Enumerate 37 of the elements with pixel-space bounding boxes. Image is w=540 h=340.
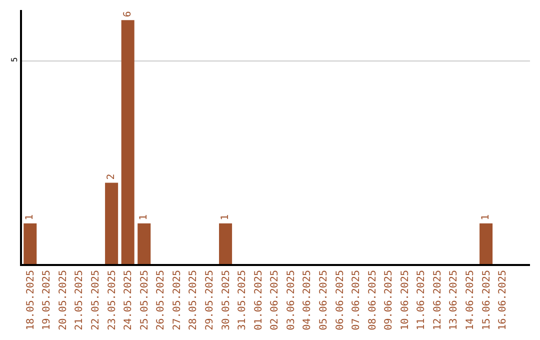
x-tick-label: 15.06.2025 bbox=[481, 270, 492, 330]
x-tick-label: 22.05.2025 bbox=[90, 270, 102, 330]
x-tick-label: 08.06.2025 bbox=[367, 270, 378, 330]
x-tick-label: 28.05.2025 bbox=[188, 270, 200, 330]
x-tick-label: 02.06.2025 bbox=[270, 270, 281, 330]
x-tick-label: 27.05.2025 bbox=[172, 270, 183, 330]
x-tick-label: 06.06.2025 bbox=[334, 270, 346, 330]
x-tick-label: 13.06.2025 bbox=[448, 270, 460, 330]
data-label: 2 bbox=[106, 174, 118, 180]
x-tick-label: 16.06.2025 bbox=[498, 270, 509, 330]
x-tick-label: 03.06.2025 bbox=[286, 270, 297, 330]
x-tick-label: 30.05.2025 bbox=[220, 270, 232, 330]
x-tick-label: 29.05.2025 bbox=[204, 270, 216, 330]
x-tick-label: 05.06.2025 bbox=[318, 270, 330, 330]
x-tick-label: 26.05.2025 bbox=[156, 270, 167, 330]
x-tick-label: 10.06.2025 bbox=[400, 270, 411, 330]
x-tick-label: 25.05.2025 bbox=[139, 270, 150, 330]
x-tick-label: 01.06.2025 bbox=[253, 270, 264, 330]
data-label: 1 bbox=[480, 214, 492, 220]
x-tick-label: 20.05.2025 bbox=[58, 270, 69, 330]
data-label: 1 bbox=[24, 214, 36, 220]
x-tick-label: 04.06.2025 bbox=[302, 270, 314, 330]
x-tick-label: 09.06.2025 bbox=[384, 270, 395, 330]
x-tick-label: 11.06.2025 bbox=[416, 270, 428, 330]
x-tick-label: 18.05.2025 bbox=[25, 270, 36, 330]
x-tick-label: 24.05.2025 bbox=[123, 270, 134, 330]
data-label: 6 bbox=[122, 11, 134, 18]
x-tick-label: 23.05.2025 bbox=[106, 270, 118, 330]
x-tick-label: 12.06.2025 bbox=[432, 270, 444, 330]
x-tick-label: 19.05.2025 bbox=[42, 270, 53, 330]
data-label: 1 bbox=[220, 214, 232, 220]
y-tick-label: 5 bbox=[10, 57, 19, 62]
x-tick-label: 21.05.2025 bbox=[74, 270, 86, 330]
x-tick-label: 31.05.2025 bbox=[237, 270, 248, 330]
data-label: 1 bbox=[138, 214, 150, 220]
x-tick-label: 14.06.2025 bbox=[465, 270, 476, 330]
x-tick-label: 07.06.2025 bbox=[351, 270, 362, 330]
